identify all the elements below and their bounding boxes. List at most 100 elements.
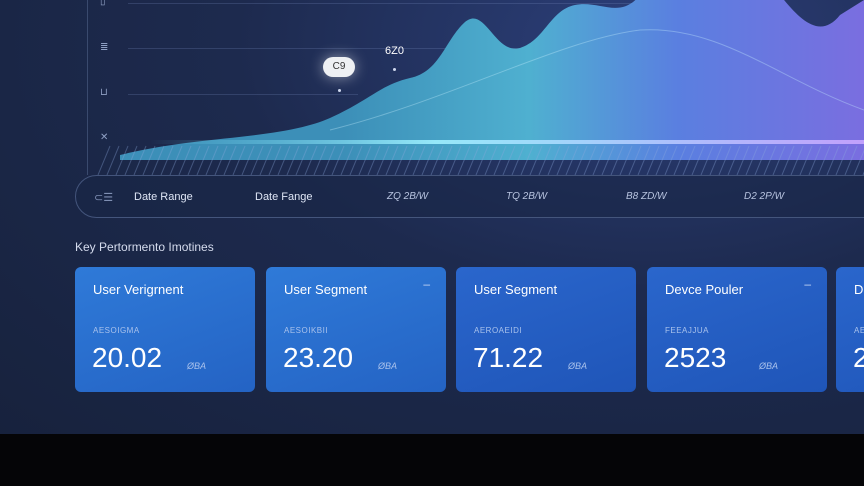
grid-line <box>574 145 588 175</box>
card-title: User Segment <box>284 282 368 297</box>
grid-line <box>493 145 507 175</box>
bottom-band <box>0 434 864 486</box>
card-title: Devce Pouler <box>665 282 744 297</box>
grid-line <box>178 145 192 175</box>
kpi-card[interactable]: Devce Pouler – FEEAJJUA 2523 ØBA <box>647 267 827 392</box>
grid-line <box>304 145 318 175</box>
grid-line <box>340 145 354 175</box>
grid-line <box>673 145 687 175</box>
card-subtitle: FEEAJJUA <box>665 326 710 335</box>
grid-line <box>844 145 858 175</box>
grid-line <box>268 145 282 175</box>
grid-line <box>502 145 516 175</box>
gridline <box>128 3 728 4</box>
grid-line <box>808 145 822 175</box>
list-icon[interactable]: ⊂☰ <box>94 192 114 204</box>
card-menu-icon[interactable]: – <box>423 277 430 291</box>
grid-line <box>727 145 741 175</box>
grid-line <box>781 145 795 175</box>
glow-line <box>150 140 864 144</box>
date-label[interactable]: TQ 2B/W <box>506 191 548 202</box>
date-range-button[interactable]: Date Fange <box>255 191 313 203</box>
dashboard: ▯ ≣ ⊔ ✕ C9 6Z0 ⊂☰ Date Range Date Fange … <box>0 0 864 434</box>
card-delta: ØBA <box>568 361 588 371</box>
grid-line <box>466 145 480 175</box>
grid-line <box>448 145 462 175</box>
grid-line <box>439 145 453 175</box>
card-subtitle: AESOIKBII <box>284 326 329 335</box>
y-tick: ✕ <box>100 132 109 143</box>
card-subtitle: AESOIGMA <box>93 326 140 335</box>
gridline <box>128 48 728 49</box>
grid-line <box>583 145 597 175</box>
card-delta: ØBA <box>378 361 398 371</box>
grid-line <box>682 145 696 175</box>
card-value: 2 <box>853 342 864 373</box>
area-chart <box>97 0 864 175</box>
grid-line <box>196 145 210 175</box>
grid-line <box>169 145 183 175</box>
grid-line <box>610 145 624 175</box>
kpi-card[interactable]: D AE 2 <box>836 267 864 392</box>
grid-line <box>421 145 435 175</box>
grid-line <box>817 145 831 175</box>
grid-line <box>457 145 471 175</box>
card-delta: ØBA <box>759 361 779 371</box>
grid-line <box>322 145 336 175</box>
gridline <box>128 94 358 95</box>
grid-line <box>430 145 444 175</box>
card-title: User Segment <box>474 282 558 297</box>
card-menu-icon[interactable]: – <box>804 277 811 291</box>
grid-line <box>772 145 786 175</box>
kpi-card[interactable]: User Verigrnent AESOIGMA 20.02 ØBA <box>75 267 255 392</box>
grid-line <box>520 145 534 175</box>
grid-line <box>538 145 552 175</box>
grid-line <box>763 145 777 175</box>
grid-line <box>133 145 147 175</box>
grid-line <box>556 145 570 175</box>
grid-line <box>835 145 849 175</box>
grid-line <box>349 145 363 175</box>
grid-line <box>718 145 732 175</box>
grid-line <box>547 145 561 175</box>
grid-line <box>709 145 723 175</box>
y-tick: ▯ <box>100 0 106 7</box>
grid-line <box>412 145 426 175</box>
date-label[interactable]: ZQ 2B/W <box>387 191 429 202</box>
grid-line <box>799 145 813 175</box>
point-label: 6Z0 <box>385 45 404 57</box>
grid-line <box>214 145 228 175</box>
grid-line <box>628 145 642 175</box>
grid-line <box>691 145 705 175</box>
card-value: 20.02 <box>92 342 163 373</box>
grid-line <box>187 145 201 175</box>
grid-line <box>385 145 399 175</box>
grid-line <box>295 145 309 175</box>
grid-line <box>205 145 219 175</box>
grid-line <box>358 145 372 175</box>
grid-line <box>286 145 300 175</box>
grid-line <box>277 145 291 175</box>
date-label[interactable]: D2 2P/W <box>744 191 785 202</box>
section-title: Key Pertormento Imotines <box>75 240 214 254</box>
grid-line <box>790 145 804 175</box>
kpi-card[interactable]: User Segment AEROAEIDI 71.22 ØBA <box>456 267 636 392</box>
grid-line <box>655 145 669 175</box>
grid-line <box>313 145 327 175</box>
grid-line <box>223 145 237 175</box>
grid-line <box>853 149 864 175</box>
data-point[interactable] <box>393 68 396 71</box>
grid-line <box>601 145 615 175</box>
card-subtitle: AE <box>854 326 864 335</box>
grid-line <box>529 145 543 175</box>
date-label[interactable]: B8 ZD/W <box>626 191 667 202</box>
floor-grid <box>97 145 864 175</box>
grid-line <box>403 145 417 175</box>
data-point[interactable] <box>338 89 341 92</box>
kpi-card[interactable]: User Segment – AESOIKBII 23.20 ØBA <box>266 267 446 392</box>
grid-line <box>232 145 246 175</box>
secondary-series <box>329 29 864 131</box>
y-tick: ⊔ <box>100 87 108 98</box>
grid-line <box>259 145 273 175</box>
date-range-button[interactable]: Date Range <box>134 191 193 203</box>
